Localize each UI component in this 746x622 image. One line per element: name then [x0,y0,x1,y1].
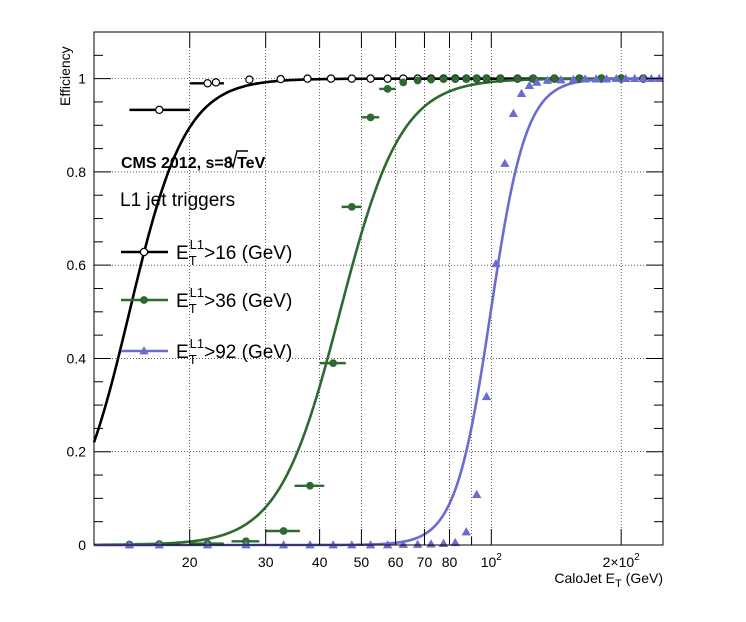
series-0-point-8 [366,74,375,83]
series-1-point-18 [496,74,505,83]
series-2-point-33 [638,73,648,83]
header-prefix: CMS 2012, [121,155,205,172]
series-1-point-17 [482,74,491,83]
series-2-point-10 [398,539,408,548]
x-tick-label-base: 40 [312,554,328,570]
x-tick-label: 30 [258,554,274,570]
x-tick-label-base: 80 [442,554,458,570]
series-2-point-12 [426,539,436,548]
x-tick-label-base: 70 [417,554,433,570]
series-0-point-2 [211,78,221,87]
x-tick-label: 80 [442,554,458,570]
y-tick-label: 0.8 [67,164,87,180]
series-2-point-15 [461,527,471,536]
chart-header: CMS 2012, s=8 TeV [121,155,266,172]
series-1-point-19 [513,74,522,83]
x-tick-label: 40 [312,554,328,570]
x-tick-label-base: 2×10 [603,554,635,570]
legend-label-1: ETL1>36 (GeV) [176,285,292,316]
series-2-point-17 [481,391,492,401]
series-1-point-6 [329,359,338,368]
series-2-point-27 [580,74,590,83]
x-tick-label: 20 [182,554,198,570]
legend-label-0: ETL1>16 (GeV) [176,237,292,268]
header-radicand: s [205,155,214,172]
series-2-point-20 [508,108,519,118]
sqrt-symbol [225,150,248,170]
series-2-point-21 [516,88,527,97]
series-2-point-11 [412,539,423,548]
legend-marker-1 [140,296,148,304]
x-tick-label: 102 [481,552,503,570]
series-2-point-16 [472,489,482,499]
y-axis-title: Efficiency [57,46,73,106]
legend-marker-2 [139,346,149,355]
x-tick-label-base: 30 [258,554,274,570]
y-tick-label: 0.2 [67,444,87,460]
series-1-point-10 [399,78,408,87]
series-2-point-32 [630,73,640,83]
x-tick-label-base: 60 [388,554,404,570]
series-1-point-13 [439,75,448,84]
series-2-point-25 [556,75,566,84]
series-1-point-21 [550,74,559,83]
x-tick-label: 2×102 [603,552,641,570]
tick-layer [94,31,663,546]
series-2-point-28 [591,74,601,83]
series-2-point-18 [491,258,501,268]
chart-subtitle: L1 jet triggers [120,190,235,211]
series-0-point-6 [326,74,336,83]
series-2-point-13 [438,538,449,548]
x-axis-title-main: CaloJet E [554,570,615,586]
series-2-point-26 [568,74,579,83]
series-1-point-7 [347,202,356,211]
legend-label-2: ETL1>92 (GeV) [176,336,292,367]
series-0-point-3 [245,75,254,84]
x-tick-label-exp: 2 [634,552,640,563]
y-tick-label: 0 [78,537,86,553]
series-0-point-1 [203,79,212,88]
series-0-point-0 [155,105,164,115]
x-axis-title: CaloJet ET (GeV) [554,570,663,590]
y-tick-label: 0.6 [67,257,87,273]
series-2-point-23 [532,77,542,86]
x-tick-label: 70 [417,554,433,570]
series-1-point-8 [366,113,375,122]
y-tick-label: 0.4 [67,350,87,366]
series-1-point-12 [427,75,435,84]
series-1-point-16 [472,74,481,83]
series-2-point-24 [542,75,553,84]
legend-marker-0 [139,247,149,257]
series-1-point-15 [462,74,471,83]
x-tick-label-base: 50 [354,554,370,570]
series-2-point-30 [611,73,622,83]
series-1-point-4 [279,527,288,535]
x-axis-title-sub: T [615,578,622,590]
x-tick-label-base: 20 [182,554,198,570]
series-0-point-7 [347,74,357,83]
y-tick-label: 1 [78,71,86,87]
x-axis-title-unit: (GeV) [622,570,663,586]
series-2-point-22 [524,80,535,90]
series-2-point-29 [601,74,612,83]
x-tick-label: 60 [388,554,404,570]
x-tick-label: 50 [354,554,370,570]
series-2-point-19 [500,158,510,167]
legend: ETL1>16 (GeV) ETL1>36 (GeV) ETL1>92 (GeV) [121,237,292,367]
series-1-point-9 [383,84,392,93]
series-0-point-9 [383,74,392,83]
series-1-point-14 [451,75,460,84]
x-tick-label-base: 10 [481,554,497,570]
series-0-point-5 [303,74,312,83]
series-1-point-5 [306,481,314,490]
series-1-fit-curve [93,77,663,547]
series-2-point-14 [450,537,460,547]
series-1-point-11 [413,76,422,85]
x-tick-label-exp: 2 [496,552,502,563]
series-0-point-4 [276,74,285,84]
series-2-point-31 [621,73,631,83]
header-suffix: =8 TeV [214,155,265,172]
